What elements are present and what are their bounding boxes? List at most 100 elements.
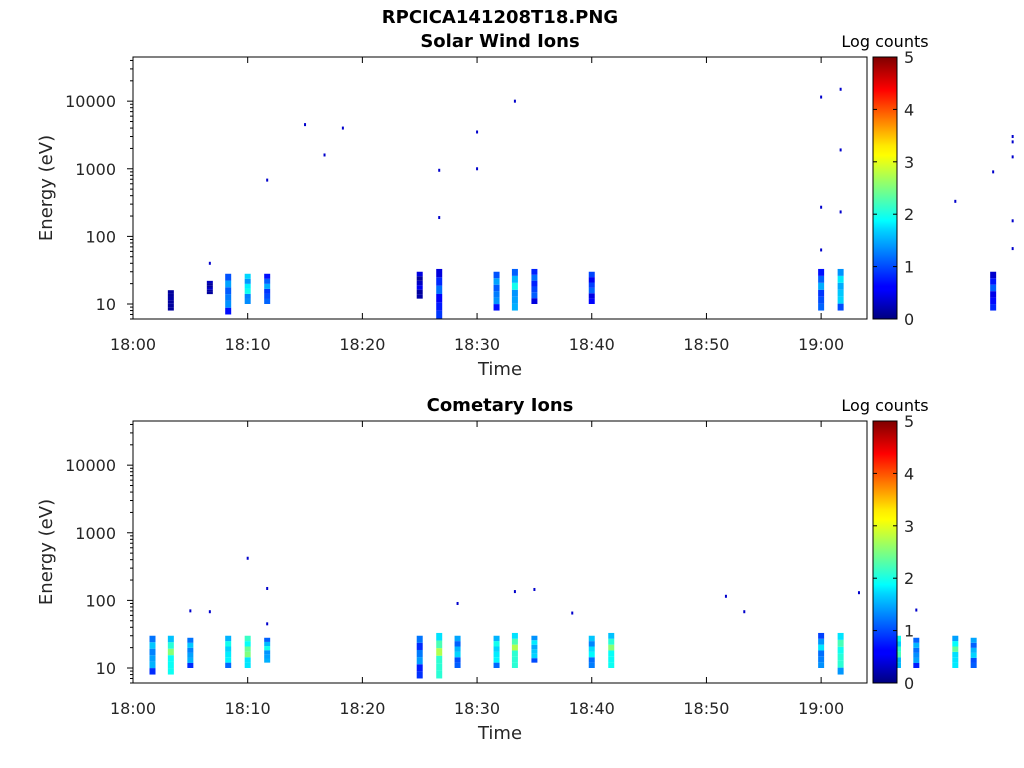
burst-cell: [436, 670, 443, 679]
burst-cell: [837, 646, 844, 654]
burst-group: [167, 268, 997, 319]
y-tick-label: 10: [96, 295, 116, 314]
burst-cell: [952, 651, 959, 658]
burst-cell: [531, 653, 538, 659]
plot-area: [133, 57, 867, 319]
burst-cell: [493, 304, 500, 311]
data-point: [304, 123, 307, 127]
burst-cell: [225, 273, 232, 281]
x-tick-label: 18:10: [225, 335, 271, 354]
burst-cell: [588, 282, 595, 288]
burst-cell: [149, 655, 156, 662]
burst-cell: [531, 640, 538, 645]
burst-cell: [608, 650, 615, 657]
burst-cell: [837, 632, 844, 640]
burst-cell: [225, 294, 232, 301]
x-axis-label: Time: [477, 359, 522, 380]
burst-cell: [244, 298, 251, 305]
burst-cell: [436, 663, 443, 671]
data-point: [513, 99, 516, 103]
burst-cell: [970, 652, 977, 658]
burst-cell: [837, 303, 844, 311]
y-tick-label: 100: [85, 227, 116, 246]
burst-cell: [436, 268, 443, 278]
y-tick-label: 1000: [75, 524, 116, 543]
figure-title: RPCICA141208T18.PNG: [381, 7, 619, 28]
colorbar-tick-label: 5: [904, 412, 914, 431]
burst-cell: [244, 651, 251, 658]
burst-cell: [837, 268, 844, 276]
burst-cell: [511, 638, 518, 645]
data-point: [1011, 247, 1014, 251]
burst-cell: [264, 658, 271, 663]
burst-cell: [225, 300, 232, 308]
burst-cell: [187, 642, 194, 648]
burst-cell: [531, 274, 538, 281]
burst-cell: [167, 303, 174, 308]
burst-cell: [264, 637, 271, 642]
burst-cell: [837, 653, 844, 661]
burst-cell: [454, 651, 461, 658]
burst-cell: [149, 668, 156, 675]
colorbar-tick-label: 2: [904, 205, 914, 224]
burst-cell: [187, 647, 194, 653]
burst-cell: [493, 651, 500, 658]
burst-cell: [990, 284, 997, 292]
x-tick-label: 18:20: [339, 335, 385, 354]
y-tick-label: 100: [85, 591, 116, 610]
y-tick-label: 10000: [65, 92, 116, 111]
data-point: [724, 594, 727, 598]
burst-cell: [818, 650, 825, 657]
burst-cell: [913, 657, 920, 663]
data-point: [476, 130, 479, 134]
data-point: [266, 622, 269, 626]
x-tick-label: 18:20: [339, 699, 385, 718]
burst-cell: [167, 307, 174, 311]
burst-cell: [225, 280, 232, 288]
burst-cell: [264, 646, 271, 651]
y-tick-label: 1000: [75, 160, 116, 179]
burst-cell: [970, 657, 977, 663]
panel1-title: Solar Wind Ions: [420, 31, 580, 52]
burst-cell: [187, 637, 194, 643]
burst-cell: [894, 641, 901, 647]
data-point: [743, 610, 746, 614]
burst-cell: [167, 293, 174, 297]
burst-cell: [511, 632, 518, 639]
x-tick-label: 18:40: [569, 335, 615, 354]
x-tick-label: 18:10: [225, 699, 271, 718]
burst-cell: [225, 646, 232, 652]
burst-cell: [454, 662, 461, 669]
burst-cell: [531, 280, 538, 287]
panel2-axes: 18:00 18:10 18:20 18:30 18:40 18:50 19:0010100…: [36, 396, 977, 744]
burst-cell: [970, 662, 977, 669]
burst-cell: [264, 293, 271, 299]
burst-cell: [837, 275, 844, 283]
colorbar-gradient: [872, 56, 898, 320]
data-point: [1011, 155, 1014, 159]
burst-cell: [588, 271, 595, 278]
burst-cell: [588, 662, 595, 669]
data-point: [839, 87, 842, 91]
burst-cell: [493, 271, 500, 279]
burst-cell: [416, 289, 423, 295]
burst-cell: [913, 637, 920, 643]
burst-cell: [454, 641, 461, 647]
burst-cell: [531, 649, 538, 654]
burst-cell: [913, 642, 920, 648]
x-tick-label: 19:00: [798, 335, 844, 354]
data-point: [992, 170, 995, 174]
burst-cell: [416, 294, 423, 299]
burst-cell: [493, 297, 500, 305]
axes-frame: [132, 420, 868, 684]
burst-cell: [990, 271, 997, 279]
data-point: [438, 216, 441, 220]
colorbar-tick-label: 4: [904, 464, 914, 483]
colorbar-tick-label: 3: [904, 517, 914, 536]
burst-cell: [244, 641, 251, 647]
x-axis-label: Time: [477, 723, 522, 744]
burst-cell: [952, 646, 959, 652]
burst-cell: [531, 292, 538, 299]
data-point: [954, 199, 957, 203]
